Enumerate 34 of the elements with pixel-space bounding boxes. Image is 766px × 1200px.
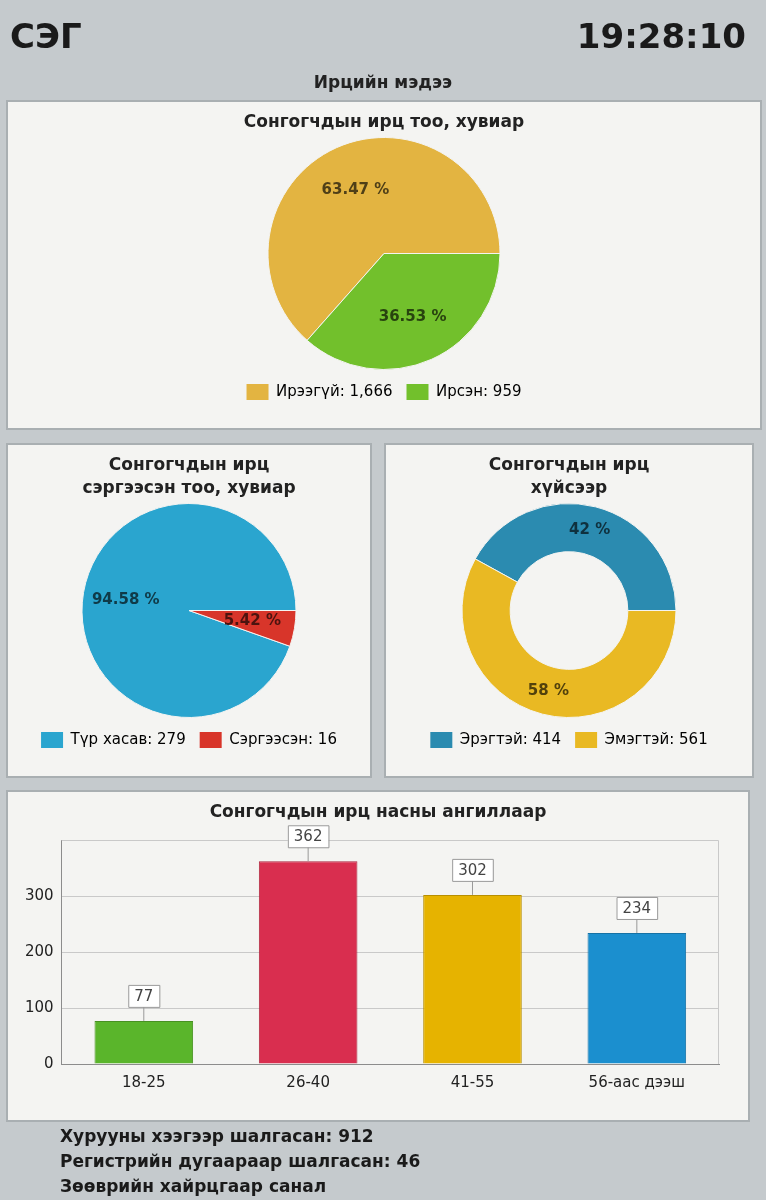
data-label: 5.42 % <box>223 611 281 630</box>
data-label: 77 <box>134 986 154 1005</box>
x-tick-label: 18-25 <box>122 1072 166 1091</box>
data-label: 234 <box>622 898 652 917</box>
y-tick-label: 100 <box>24 997 54 1016</box>
legend-label: Ирсэн: 959 <box>436 381 522 400</box>
chart-title: Сонгогчдын ирц хүйсээр <box>487 453 651 499</box>
data-label: 94.58 % <box>91 589 160 608</box>
legend-label: Сэргээсэн: 16 <box>229 729 337 748</box>
legend-label: Эмэгтэй: 561 <box>604 729 708 748</box>
data-label: 362 <box>293 827 323 846</box>
x-tick-label: 41-55 <box>450 1072 495 1091</box>
data-label: 58 % <box>527 680 569 699</box>
chart-title: Сонгогчдын ирц сэргээсэн тоо, хувиар <box>81 453 297 499</box>
data-label: 42 % <box>569 520 611 539</box>
legend-label: Эрэгтэй: 414 <box>459 729 562 748</box>
x-tick-label: 26-40 <box>286 1072 330 1091</box>
text: Зөөврийн хайрцгаар санал <box>59 1175 328 1198</box>
legend-label: Түр хасав: 279 <box>69 729 186 748</box>
data-label: 36.53 % <box>378 306 447 325</box>
data-label: 302 <box>458 860 487 879</box>
y-tick-label: 300 <box>24 885 54 904</box>
x-tick-label: 56-аас дээш <box>588 1072 686 1091</box>
text: Ирцийн мэдээ <box>312 72 454 92</box>
text: Хурууны хээгээр шалгасан: 912 <box>59 1125 375 1148</box>
chart-title: Сонгогчдын ирц тоо, хувиар <box>242 110 526 133</box>
y-tick-label: 200 <box>24 941 54 960</box>
text: 19:28:10 <box>576 16 746 56</box>
legend-label: Ирээгүй: 1,666 <box>276 381 393 400</box>
y-tick-label: 0 <box>44 1053 54 1072</box>
text: СЭГ <box>10 16 82 56</box>
chart-title: Сонгогчдын ирц насны ангиллаар <box>208 800 548 823</box>
data-label: 63.47 % <box>321 179 390 198</box>
text: Регистрийн дугаараар шалгасан: 46 <box>59 1150 422 1173</box>
